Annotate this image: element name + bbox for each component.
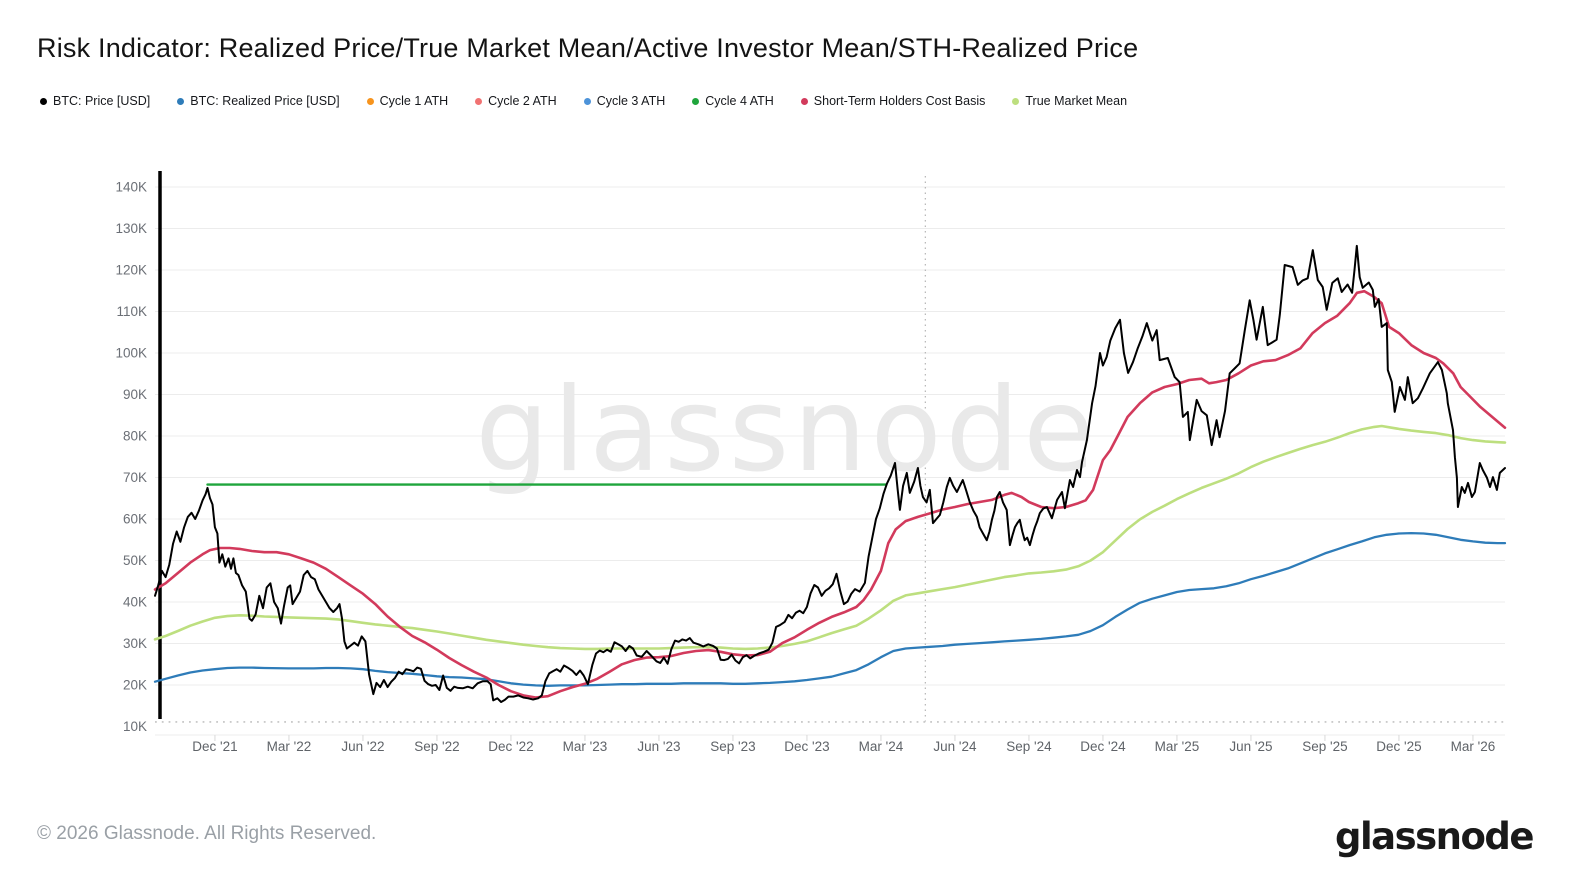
x-axis-label: Mar '22 (267, 739, 312, 754)
x-axis-label: Mar '26 (1451, 739, 1496, 754)
y-axis-label: 120K (115, 263, 147, 278)
legend-dot-icon (177, 97, 185, 105)
y-axis-label: 80K (123, 429, 147, 444)
legend-item-3[interactable]: Cycle 2 ATH (475, 94, 557, 108)
x-axis-label: Mar '24 (859, 739, 904, 754)
legend-item-5[interactable]: Cycle 4 ATH (692, 94, 774, 108)
legend-item-label: Cycle 2 ATH (488, 94, 557, 108)
legend-item-2[interactable]: Cycle 1 ATH (366, 94, 449, 108)
legend-item-4[interactable]: Cycle 3 ATH (583, 94, 666, 108)
x-axis-label: Dec '22 (488, 739, 533, 754)
x-axis-label: Dec '23 (784, 739, 829, 754)
x-axis-label: Sep '23 (710, 739, 755, 754)
x-axis-label: Jun '23 (637, 739, 680, 754)
y-axis-label: 10K (123, 719, 147, 734)
x-axis-label: Jun '24 (933, 739, 977, 754)
x-axis-label: Mar '25 (1155, 739, 1200, 754)
y-axis-label: 90K (123, 387, 147, 402)
y-axis-label: 130K (115, 221, 147, 236)
y-axis-label: 60K (123, 512, 147, 527)
x-axis-label: Dec '21 (192, 739, 237, 754)
copyright-text: © 2026 Glassnode. All Rights Reserved. (37, 823, 377, 844)
x-axis-label: Sep '22 (414, 739, 459, 754)
x-axis-label: Sep '24 (1006, 739, 1052, 754)
y-axis-label: 50K (123, 553, 147, 568)
y-axis-label: 40K (123, 595, 147, 610)
x-axis-label: Jun '22 (341, 739, 384, 754)
y-axis-label: 140K (115, 180, 147, 195)
legend-dot-icon (800, 97, 808, 105)
x-axis-label: Mar '23 (563, 739, 608, 754)
legend-item-label: Cycle 3 ATH (596, 94, 666, 108)
legend-item-1[interactable]: BTC: Realized Price [USD] (177, 94, 340, 108)
x-axis-label: Dec '24 (1080, 739, 1126, 754)
legend-item-label: BTC: Price [USD] (53, 94, 151, 108)
y-axis-label: 70K (123, 470, 147, 485)
legend-item-label: Cycle 1 ATH (379, 94, 449, 108)
x-axis-label: Sep '25 (1302, 739, 1347, 754)
legend-dot-icon (366, 97, 374, 105)
legend-item-7[interactable]: True Market Mean (1012, 94, 1127, 108)
watermark: glassnode (475, 363, 1098, 498)
series-btc-realized-price-usd (153, 531, 1507, 687)
legend-dot-icon (692, 97, 700, 105)
series-short-term-holders-cost-basis (153, 289, 1507, 699)
x-axis-label: Dec '25 (1376, 739, 1421, 754)
page-title: Risk Indicator: Realized Price/True Mark… (37, 33, 1139, 63)
series-true-market-mean (153, 424, 1507, 651)
legend-item-6[interactable]: Short-Term Holders Cost Basis (800, 94, 986, 108)
legend-item-label: Cycle 4 ATH (705, 94, 774, 108)
y-axis-label: 110K (116, 304, 147, 319)
legend-dot-icon (1012, 97, 1020, 105)
y-axis-label: 30K (123, 636, 147, 651)
legend-dot-icon (583, 97, 591, 105)
legend: BTC: Price [USD] BTC: Realized Price [USD… (40, 94, 1127, 108)
legend-dot-icon (475, 97, 483, 105)
x-axis-label: Jun '25 (1229, 739, 1272, 754)
legend-item-label: BTC: Realized Price [USD] (190, 94, 340, 108)
y-axis-label: 20K (123, 678, 147, 693)
legend-dot-icon (40, 97, 47, 105)
series-btc-price-usd (154, 244, 1506, 703)
legend-item-label: Short-Term Holders Cost Basis (813, 94, 986, 108)
y-axis-label: 100K (115, 346, 147, 361)
legend-item-0[interactable]: BTC: Price [USD] (40, 94, 150, 108)
glassnode-logo: glassnode (1334, 815, 1535, 858)
legend-item-label: True Market Mean (1025, 94, 1128, 108)
